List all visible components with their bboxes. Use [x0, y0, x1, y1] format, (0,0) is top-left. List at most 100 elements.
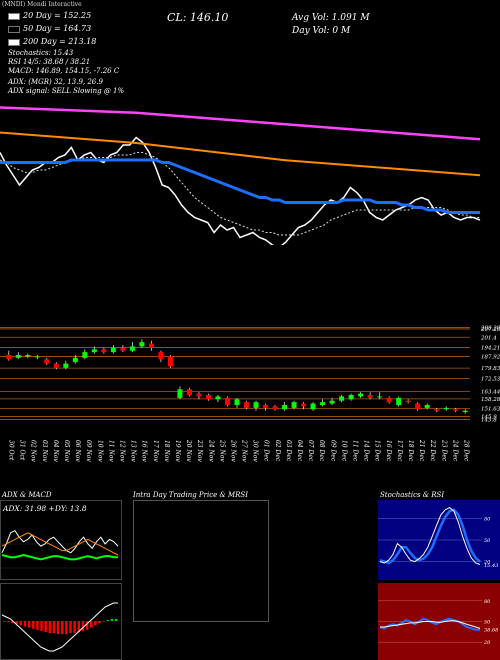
candle-body	[177, 389, 183, 398]
price-tick-label: 145.9	[481, 415, 497, 421]
stoch-panel-title: Stochastics & RSI	[380, 491, 445, 499]
date-tick-label: 22 Dec	[429, 439, 436, 462]
candle-body	[434, 409, 440, 411]
macd-hist-bar	[61, 621, 64, 635]
macd-readout: MACD: 146.89, 154.15, -7.26 C	[8, 67, 120, 75]
ma-series-4	[0, 106, 481, 141]
date-tick-label: 09 Dec	[329, 440, 336, 462]
date-tick-label: 15 Dec	[374, 440, 381, 462]
macd-hist-bar	[81, 621, 85, 631]
macd-hist-bar	[32, 621, 35, 629]
stoch-tick-label: 50	[484, 538, 491, 544]
candle-body	[405, 400, 411, 403]
intraday-panel	[133, 500, 269, 622]
stoch-series-0	[379, 508, 481, 565]
macd-hist-bar	[77, 621, 81, 632]
date-tick-label: 07 Dec	[307, 440, 314, 462]
macd-hist-bar	[44, 621, 47, 632]
macd-panel	[0, 583, 122, 660]
date-tick-label: 11 Nov	[107, 440, 114, 462]
macd-hist-bar	[94, 621, 97, 626]
date-tick-label: 13 Nov	[130, 440, 137, 462]
candle-body	[415, 403, 421, 410]
candle-body	[6, 355, 12, 360]
price-tick-label: 194.21	[481, 346, 500, 352]
date-tick-label: 12 Nov	[119, 440, 126, 462]
ma-series-1	[0, 152, 480, 236]
rsi-tick-label: 80	[484, 599, 491, 605]
ma-series-2	[0, 158, 480, 214]
macd-hist-bar	[102, 621, 105, 622]
stoch-series-1	[379, 507, 481, 565]
candle-body	[215, 396, 221, 400]
price-tick-label: 143.8	[481, 418, 497, 424]
macd-hist-bar	[11, 621, 14, 624]
date-tick-label: 19 Nov	[174, 440, 181, 462]
sma-20-legend: 20 Day = 152.25	[8, 11, 91, 20]
chart-title: (MNDI) Mondi Interactive	[2, 1, 82, 8]
candle-body	[101, 349, 107, 353]
price-tick-label: 163.44	[481, 390, 500, 396]
adx-series-2	[1, 532, 119, 556]
candle-body	[386, 397, 392, 403]
macd-hist-bar	[90, 621, 93, 628]
date-tick-label: 08 Dec	[318, 440, 325, 462]
candle-body	[348, 395, 354, 400]
date-tick-label: 03 Nov	[41, 440, 48, 462]
candle-body	[25, 355, 31, 357]
candle-body	[148, 343, 154, 348]
price-tick-label: 208.28	[480, 325, 500, 331]
candle-body	[110, 347, 116, 353]
price-tick-label: 207.25	[480, 327, 500, 333]
date-tick-label: 14 Dec	[363, 440, 370, 462]
candle-body	[358, 393, 364, 397]
date-tick-label: 30 Oct	[8, 440, 15, 461]
candle-body	[139, 342, 145, 347]
candle-body	[15, 355, 21, 358]
intraday-panel-title: Intra Day Trading Price & MRSI	[133, 491, 248, 499]
rsi-readout: RSI 14/5: 38.68 / 38.21	[8, 58, 91, 66]
price-tick-label: 187.92	[481, 355, 500, 361]
sma-200-legend: 200 Day = 213.18	[8, 37, 96, 46]
ma-series-3	[0, 131, 481, 177]
date-tick-label: 23 Nov	[196, 439, 203, 462]
candle-body	[443, 407, 449, 410]
date-tick-label: 04 Nov	[52, 440, 59, 462]
date-tick-label: 10 Dec	[340, 440, 347, 462]
stoch-tick-label: 15.43	[484, 563, 498, 569]
candle-body	[367, 395, 373, 398]
adx-readout: ADX: (MGR) 32, 13.9, 26.9	[8, 78, 103, 86]
date-tick-label: 01 Dec	[263, 440, 270, 462]
adx-panel: ADX: 31.98 +DY: 13.8	[0, 500, 122, 580]
macd-hist-bar	[27, 621, 31, 628]
candle-body	[224, 397, 230, 405]
rsi-tick-label: 20	[483, 640, 491, 646]
close-price: CL: 146.10	[167, 11, 229, 24]
price-tick-label: 172.53	[481, 377, 500, 383]
macd-hist-bar	[36, 621, 39, 630]
candle-body	[186, 389, 192, 395]
date-tick-label: 20 Nov	[185, 439, 192, 462]
candle-body	[244, 402, 250, 408]
candle-body	[462, 410, 468, 413]
date-tick-label: 31 Oct	[19, 440, 26, 461]
macd-hist-bar	[23, 621, 27, 627]
macd-hist-bar	[7, 621, 10, 623]
candle-body	[282, 405, 288, 410]
rsi-tick-label: 38.68	[484, 627, 498, 633]
date-tick-label: 21 Dec	[418, 439, 425, 462]
date-tick-label: 24 Dec	[451, 439, 458, 462]
date-tick-label: 26 Nov	[229, 439, 236, 462]
ma-series-0	[0, 136, 481, 245]
candle-body	[72, 357, 78, 363]
candle-body	[396, 397, 402, 405]
candle-body	[320, 402, 326, 405]
rsi-series-1	[380, 620, 481, 629]
date-tick-label: 03 Dec	[285, 440, 292, 462]
date-tick-label: 06 Nov	[74, 440, 81, 462]
avg-volume: Avg Vol: 1.091 M	[292, 13, 370, 23]
adx-signal: ADX signal: SELL Slowing @ 1%	[8, 87, 125, 95]
date-tick-label: 16 Dec	[385, 440, 392, 462]
